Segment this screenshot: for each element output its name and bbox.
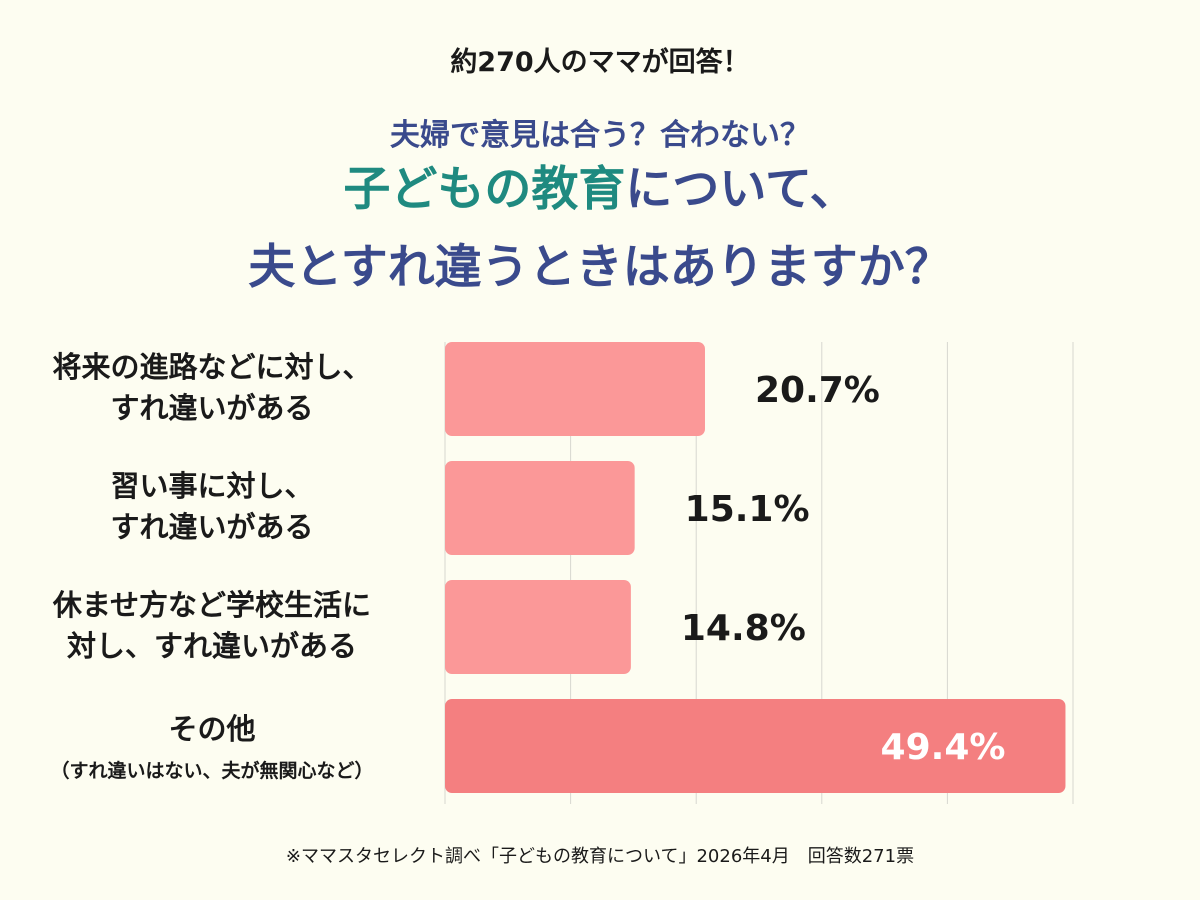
category-label: 習い事に対し、 bbox=[110, 469, 313, 503]
category-label: 休ませ方など学校生活に bbox=[52, 588, 371, 622]
bar-chart: 20.7% 将来の進路などに対し、すれ違いがある 15.1% 習い事に対し、すれ違いが… bbox=[50, 342, 1074, 804]
bar bbox=[445, 580, 631, 674]
category-label: すれ違いがある bbox=[110, 391, 313, 425]
data-label: 14.8% bbox=[681, 608, 806, 649]
bar bbox=[445, 342, 705, 436]
data-label: 15.1% bbox=[685, 489, 810, 530]
data-label: 49.4% bbox=[881, 727, 1006, 768]
bar bbox=[445, 699, 1066, 793]
category-label: 将来の進路などに対し、 bbox=[52, 350, 371, 384]
title-line-2: 夫とすれ違うときはありますか？ bbox=[248, 240, 952, 295]
category-label: 対し、すれ違いがある bbox=[67, 629, 357, 663]
source-note: ※ママスタセレクト調べ「子どもの教育について」2026年4月 回答数271票 bbox=[285, 846, 915, 867]
bar bbox=[445, 461, 635, 555]
category-sublabel: （すれ違いはない、夫が無関心など） bbox=[50, 759, 373, 782]
title-rest: について、 bbox=[625, 162, 857, 217]
title-line-1: 子どもの教育について、 bbox=[0, 160, 1200, 220]
category-label: すれ違いがある bbox=[110, 510, 313, 544]
category-label: その他 bbox=[168, 712, 255, 746]
subtitle: 夫婦で意見は合う？合わない？ bbox=[390, 118, 810, 153]
title-highlight: 子どもの教育 bbox=[343, 162, 626, 217]
data-label: 20.7% bbox=[755, 370, 880, 411]
lead-text: 約270人のママが回答！ bbox=[450, 47, 750, 78]
